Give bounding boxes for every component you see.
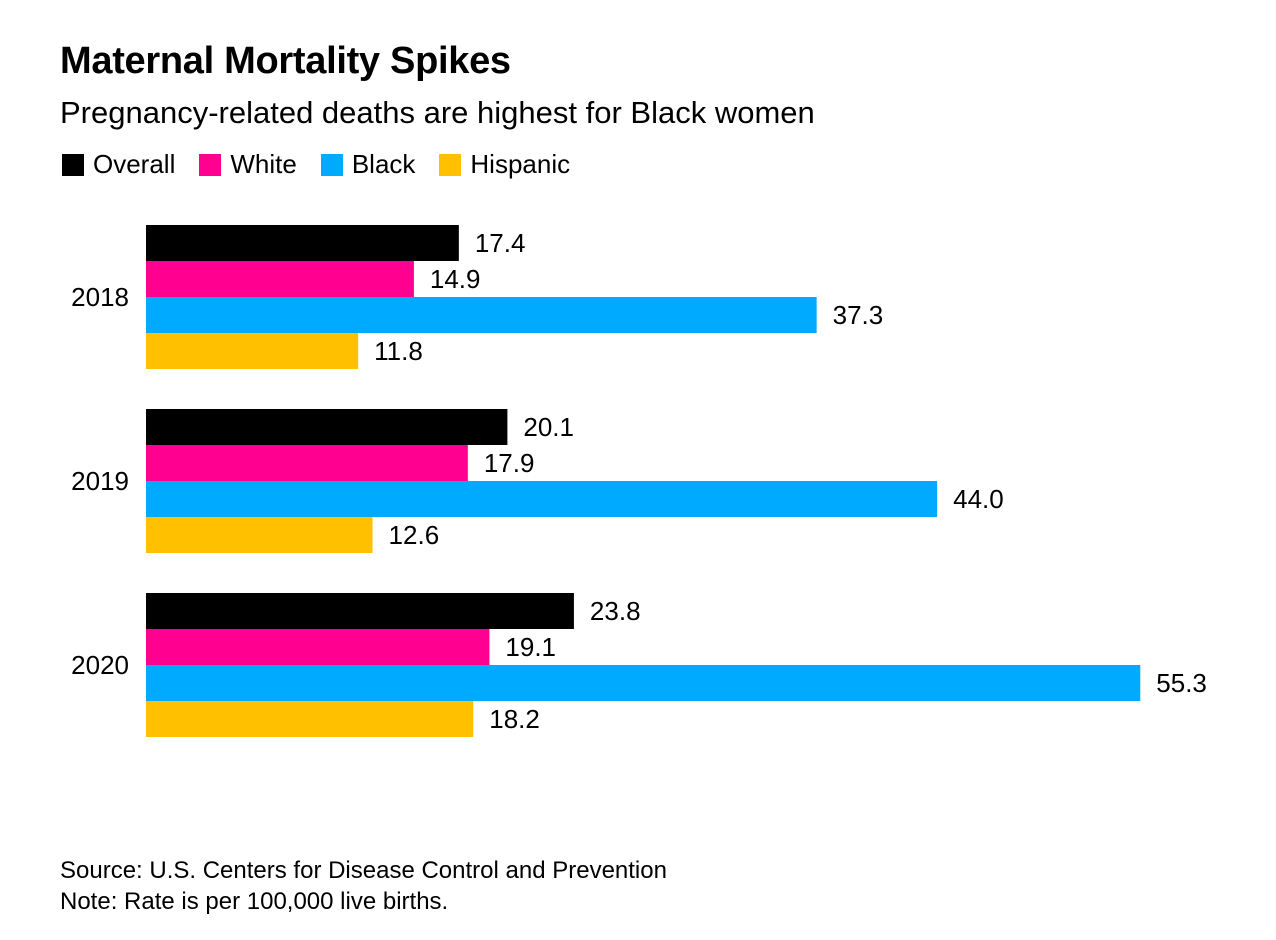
category-label-2019: 2019 <box>71 466 129 496</box>
legend-item-hispanic: Hispanic <box>439 149 570 180</box>
source-note: Source: U.S. Centers for Disease Control… <box>60 857 667 884</box>
bar-group-2020: 2020 23.8 19.1 55.3 18.2 <box>71 593 1207 737</box>
bar-group-2018: 2018 17.4 14.9 37.3 11.8 <box>71 225 883 369</box>
data-label-white-2018: 14.9 <box>430 264 481 294</box>
legend-item-white: White <box>199 149 297 180</box>
legend-label-overall: Overall <box>93 149 176 179</box>
legend-swatch-white <box>199 153 222 176</box>
data-label-black-2018: 37.3 <box>833 300 884 330</box>
chart-subtitle: Pregnancy-related deaths are highest for… <box>60 95 815 130</box>
bar-group-2019: 2019 20.1 17.9 44.0 12.6 <box>71 409 1004 553</box>
data-label-white-2020: 19.1 <box>505 632 556 662</box>
bar-black-2019 <box>146 481 938 517</box>
bar-black-2018 <box>146 297 817 333</box>
category-label-2020: 2020 <box>71 650 129 680</box>
data-label-overall-2018: 17.4 <box>475 228 526 258</box>
category-label-2018: 2018 <box>71 282 129 312</box>
data-label-overall-2019: 20.1 <box>523 412 574 442</box>
data-label-hispanic-2020: 18.2 <box>489 704 540 734</box>
bar-white-2019 <box>146 445 468 481</box>
bar-black-2020 <box>146 665 1141 701</box>
data-label-black-2019: 44.0 <box>953 484 1004 514</box>
legend-label-black: Black <box>351 149 416 179</box>
data-label-hispanic-2019: 12.6 <box>389 520 440 550</box>
legend-swatch-overall <box>62 153 84 176</box>
data-label-white-2019: 17.9 <box>484 448 535 478</box>
legend-label-white: White <box>230 149 297 179</box>
rate-note: Note: Rate is per 100,000 live births. <box>60 888 449 915</box>
bar-overall-2018 <box>146 225 459 261</box>
bar-hispanic-2019 <box>146 517 373 553</box>
chart-title: Maternal Mortality Spikes <box>60 40 511 82</box>
bar-hispanic-2020 <box>146 701 474 737</box>
bar-white-2018 <box>146 261 414 297</box>
bar-overall-2020 <box>146 593 574 629</box>
legend-item-overall: Overall <box>62 149 175 180</box>
legend-swatch-black <box>320 153 343 176</box>
legend-swatch-hispanic <box>439 153 462 176</box>
bar-hispanic-2018 <box>146 333 359 369</box>
data-label-black-2020: 55.3 <box>1156 668 1207 698</box>
legend: Overall White Black Hispanic <box>62 149 594 180</box>
data-label-overall-2020: 23.8 <box>590 596 641 626</box>
bar-overall-2019 <box>146 409 508 445</box>
legend-label-hispanic: Hispanic <box>470 149 571 179</box>
data-label-hispanic-2018: 11.8 <box>374 336 423 366</box>
legend-item-black: Black <box>320 149 416 180</box>
bar-white-2020 <box>146 629 490 665</box>
